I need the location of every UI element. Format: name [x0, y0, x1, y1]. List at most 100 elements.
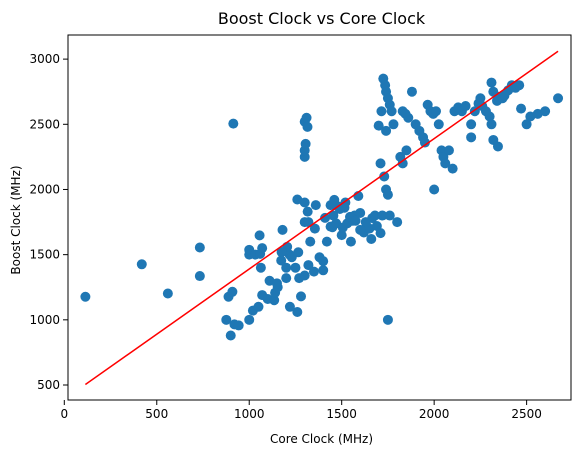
y-axis-label: Boost Clock (MHz)	[9, 165, 23, 274]
data-point	[321, 236, 332, 247]
data-point	[484, 111, 495, 122]
data-point	[253, 301, 264, 312]
data-point	[221, 314, 232, 325]
y-tick-label: 500	[37, 378, 60, 392]
data-point	[244, 314, 255, 325]
chart-title: Boost Clock vs Core Clock	[218, 9, 426, 28]
data-point	[514, 80, 525, 91]
data-point	[492, 141, 503, 152]
y-tick-label: 1500	[29, 248, 60, 262]
x-axis-label: Core Clock (MHz)	[270, 432, 373, 446]
data-point	[386, 106, 397, 117]
data-point	[403, 112, 414, 123]
data-point	[460, 101, 471, 112]
data-point	[269, 295, 280, 306]
data-point	[373, 120, 384, 131]
data-point	[303, 217, 314, 228]
data-point	[233, 320, 244, 331]
x-tick-label: 2000	[419, 407, 450, 421]
data-point	[406, 86, 417, 97]
data-point	[303, 260, 314, 271]
data-point	[296, 291, 307, 302]
data-point	[194, 242, 205, 253]
x-tick-label: 500	[145, 407, 168, 421]
data-point	[475, 93, 486, 104]
data-point	[318, 265, 329, 276]
plot-frame	[67, 34, 572, 401]
data-point	[290, 262, 301, 273]
data-point	[431, 106, 442, 117]
data-point	[382, 189, 393, 200]
data-point	[345, 236, 356, 247]
data-point	[486, 77, 497, 88]
data-point	[516, 103, 527, 114]
data-point	[419, 137, 430, 148]
data-point	[225, 330, 236, 341]
data-point	[281, 273, 292, 284]
data-point	[360, 217, 371, 228]
data-point	[277, 224, 288, 235]
data-point	[369, 210, 380, 221]
data-point	[355, 207, 366, 218]
data-point	[429, 184, 440, 195]
data-point	[301, 112, 312, 123]
x-tick-label: 1000	[234, 407, 265, 421]
data-point	[255, 262, 266, 273]
data-point	[292, 307, 303, 318]
data-point	[136, 259, 147, 270]
data-point	[388, 119, 399, 130]
data-point	[540, 106, 551, 117]
data-point	[257, 243, 268, 254]
data-point	[276, 247, 287, 258]
y-tick-label: 2000	[29, 182, 60, 196]
trend-line	[84, 50, 559, 386]
y-tick-label: 2500	[29, 117, 60, 131]
plot-area: 0 500 1000 1500 2000 2500 500 1000 1500 2000 2500 3…	[29, 34, 572, 421]
data-point	[318, 256, 329, 267]
data-point	[466, 119, 477, 130]
data-point	[443, 145, 454, 156]
data-point	[433, 119, 444, 130]
data-point	[281, 262, 292, 273]
data-point	[382, 314, 393, 325]
data-point	[377, 210, 388, 221]
data-point	[381, 125, 392, 136]
data-point	[80, 291, 91, 302]
data-point	[276, 255, 287, 266]
data-point	[284, 301, 295, 312]
y-tick-label: 3000	[29, 52, 60, 66]
x-tick-label: 0	[60, 407, 68, 421]
data-point	[227, 286, 238, 297]
data-point	[328, 210, 339, 221]
data-point	[440, 158, 451, 169]
data-point	[329, 194, 340, 205]
x-tick-label: 2500	[511, 407, 542, 421]
data-point	[302, 121, 313, 132]
data-point	[300, 138, 311, 149]
data-point	[299, 197, 310, 208]
data-point	[350, 215, 361, 226]
data-point	[366, 234, 377, 245]
data-point	[401, 145, 412, 156]
data-point	[384, 210, 395, 221]
data-point	[194, 271, 205, 282]
data-point	[310, 200, 321, 211]
data-point	[320, 212, 331, 223]
data-point	[309, 223, 320, 234]
data-point	[308, 266, 319, 277]
data-point	[355, 224, 366, 235]
data-point	[294, 273, 305, 284]
y-tick-label: 1000	[29, 313, 60, 327]
data-point	[379, 171, 390, 182]
data-point	[375, 158, 386, 169]
data-point	[553, 93, 564, 104]
data-point	[376, 106, 387, 117]
data-point	[447, 163, 458, 174]
x-tick-label: 1500	[326, 407, 357, 421]
data-point	[162, 288, 173, 299]
data-point	[336, 230, 347, 241]
data-point	[305, 236, 316, 247]
data-point	[397, 158, 408, 169]
data-point	[486, 119, 497, 130]
